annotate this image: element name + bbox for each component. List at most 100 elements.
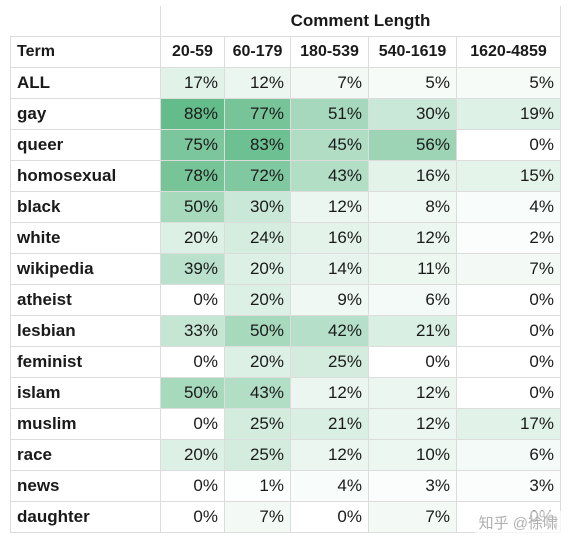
value-cell: 1% (224, 470, 291, 502)
value-cell: 10% (368, 439, 457, 471)
comment-length-header: Comment Length (160, 6, 561, 37)
value-cell: 30% (368, 98, 457, 130)
value-cell: 11% (368, 253, 457, 285)
value-cell: 50% (224, 315, 291, 347)
value-cell: 0% (160, 501, 225, 533)
term-cell: islam (10, 377, 161, 409)
table-row: muslim 0% 25% 21% 12% 17% (10, 408, 561, 440)
column-header-row: Term 20-59 60-179 180-539 540-1619 1620-4859 (10, 36, 561, 68)
term-column-header: Term (10, 36, 161, 68)
value-cell: 20% (160, 222, 225, 254)
value-cell: 5% (368, 67, 457, 99)
term-cell: race (10, 439, 161, 471)
value-cell: 6% (368, 284, 457, 316)
value-cell: 3% (456, 470, 561, 502)
table-row: white 20% 24% 16% 12% 2% (10, 222, 561, 254)
value-cell: 20% (160, 439, 225, 471)
table-row: race 20% 25% 12% 10% 6% (10, 439, 561, 471)
column-header-540-1619: 540-1619 (368, 36, 457, 68)
value-cell: 43% (224, 377, 291, 409)
value-cell: 0% (368, 346, 457, 378)
term-cell: feminist (10, 346, 161, 378)
value-cell: 75% (160, 129, 225, 161)
value-cell: 0% (456, 315, 561, 347)
value-cell: 56% (368, 129, 457, 161)
value-cell: 25% (224, 439, 291, 471)
value-cell: 20% (224, 284, 291, 316)
value-cell: 0% (160, 408, 225, 440)
term-cell: lesbian (10, 315, 161, 347)
term-cell: muslim (10, 408, 161, 440)
value-cell: 12% (224, 67, 291, 99)
value-cell: 0% (290, 501, 369, 533)
value-cell: 72% (224, 160, 291, 192)
value-cell: 0% (160, 346, 225, 378)
comment-length-table: Comment Length Term 20-59 60-179 180-539 54… (10, 6, 561, 533)
value-cell: 7% (368, 501, 457, 533)
value-cell: 39% (160, 253, 225, 285)
value-cell: 45% (290, 129, 369, 161)
table-row: islam 50% 43% 12% 12% 0% (10, 377, 561, 409)
value-cell: 42% (290, 315, 369, 347)
term-cell: daughter (10, 501, 161, 533)
value-cell: 25% (290, 346, 369, 378)
value-cell: 20% (224, 346, 291, 378)
value-cell: 0% (456, 129, 561, 161)
value-cell: 24% (224, 222, 291, 254)
column-header-20-59: 20-59 (160, 36, 225, 68)
value-cell: 33% (160, 315, 225, 347)
value-cell: 12% (368, 222, 457, 254)
value-cell: 15% (456, 160, 561, 192)
value-cell: 25% (224, 408, 291, 440)
value-cell: 16% (368, 160, 457, 192)
value-cell: 14% (290, 253, 369, 285)
value-cell: 21% (368, 315, 457, 347)
value-cell: 4% (290, 470, 369, 502)
value-cell: 17% (160, 67, 225, 99)
term-cell: atheist (10, 284, 161, 316)
value-cell: 12% (290, 377, 369, 409)
watermark: 知乎 @徐啸 (474, 511, 562, 534)
table-row: black 50% 30% 12% 8% 4% (10, 191, 561, 223)
value-cell: 9% (290, 284, 369, 316)
term-cell: homosexual (10, 160, 161, 192)
value-cell: 8% (368, 191, 457, 223)
value-cell: 12% (368, 408, 457, 440)
value-cell: 7% (456, 253, 561, 285)
table-row: news 0% 1% 4% 3% 3% (10, 470, 561, 502)
value-cell: 0% (456, 346, 561, 378)
value-cell: 0% (456, 377, 561, 409)
term-cell: news (10, 470, 161, 502)
value-cell: 20% (224, 253, 291, 285)
term-cell: queer (10, 129, 161, 161)
value-cell: 19% (456, 98, 561, 130)
term-cell: gay (10, 98, 161, 130)
value-cell: 30% (224, 191, 291, 223)
table-row: wikipedia 39% 20% 14% 11% 7% (10, 253, 561, 285)
value-cell: 51% (290, 98, 369, 130)
term-cell: wikipedia (10, 253, 161, 285)
value-cell: 50% (160, 191, 225, 223)
value-cell: 16% (290, 222, 369, 254)
value-cell: 0% (160, 284, 225, 316)
header-blank-cell (10, 6, 161, 37)
term-cell: black (10, 191, 161, 223)
value-cell: 12% (368, 377, 457, 409)
table-row: atheist 0% 20% 9% 6% 0% (10, 284, 561, 316)
table-body: ALL 17% 12% 7% 5% 5% gay 88% 77% 51% 30% 19% queer 75… (10, 67, 561, 533)
value-cell: 3% (368, 470, 457, 502)
value-cell: 50% (160, 377, 225, 409)
column-header-60-179: 60-179 (224, 36, 291, 68)
term-cell: white (10, 222, 161, 254)
value-cell: 7% (224, 501, 291, 533)
value-cell: 5% (456, 67, 561, 99)
value-cell: 12% (290, 191, 369, 223)
value-cell: 17% (456, 408, 561, 440)
value-cell: 88% (160, 98, 225, 130)
value-cell: 6% (456, 439, 561, 471)
value-cell: 77% (224, 98, 291, 130)
term-cell: ALL (10, 67, 161, 99)
value-cell: 2% (456, 222, 561, 254)
table-row: feminist 0% 20% 25% 0% 0% (10, 346, 561, 378)
table-row: lesbian 33% 50% 42% 21% 0% (10, 315, 561, 347)
